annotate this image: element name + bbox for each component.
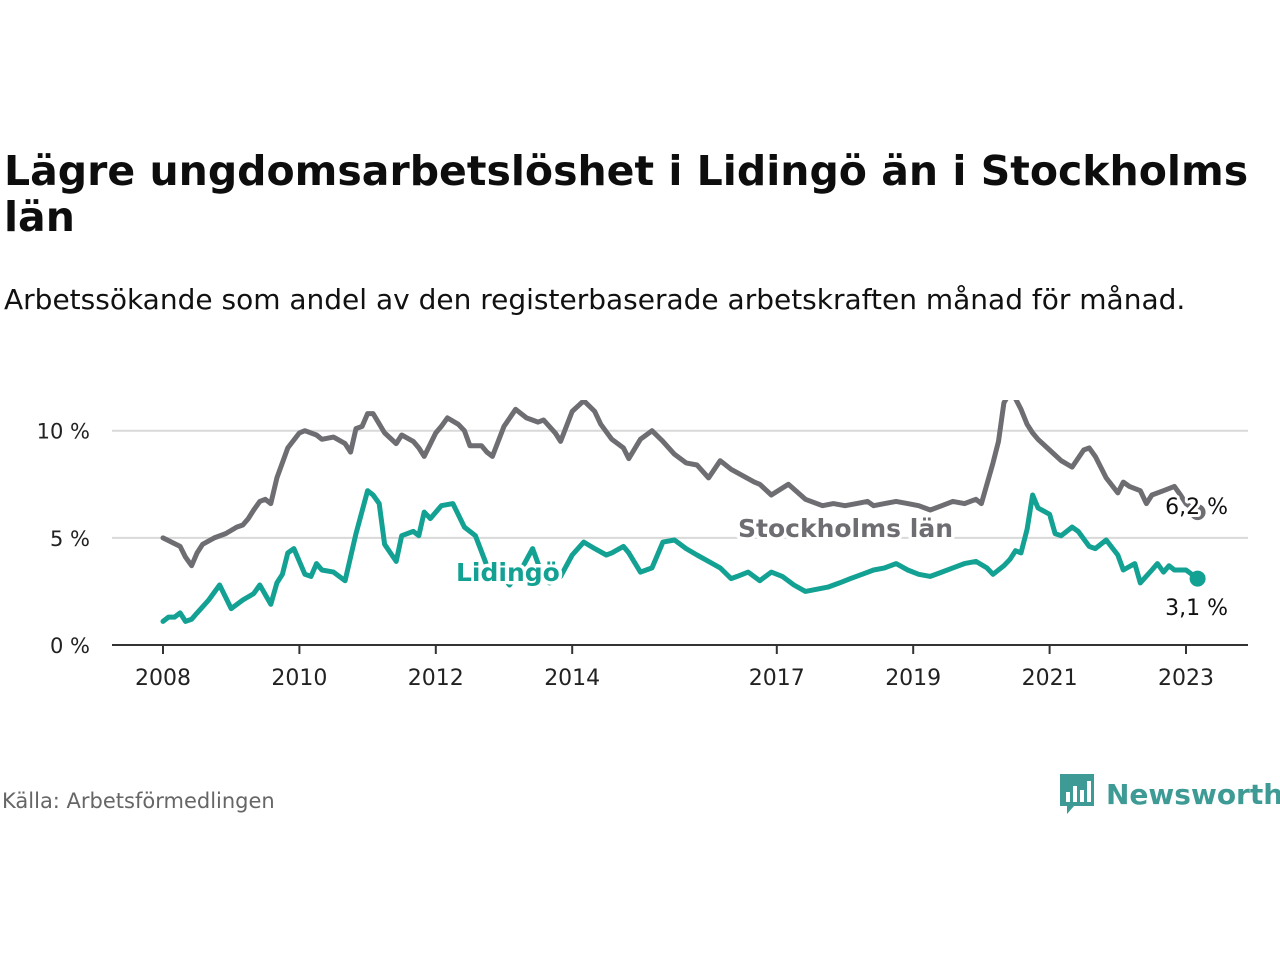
newsworthy-logo-icon (1060, 774, 1094, 814)
gridlines (112, 429, 1248, 539)
x-tick-label: 2023 (1158, 666, 1214, 691)
series-labels: Stockholms län Lidingö 6,2 % 3,1 % (453, 492, 1232, 624)
x-axis (112, 644, 1248, 654)
x-tick-label: 2012 (408, 666, 464, 691)
y-axis-labels: 0 % 5 % 10 % (37, 420, 90, 658)
series-endpoint-stockholm (1189, 504, 1206, 521)
x-tick-label: 2010 (271, 666, 327, 691)
x-tick-label: 2014 (544, 666, 600, 691)
brand-name: Newsworthy (1106, 777, 1280, 811)
series-line-lidingo (160, 488, 1201, 624)
source-note: Källa: Arbetsförmedlingen (2, 789, 275, 813)
series-lines (160, 400, 1206, 624)
x-tick-label: 2019 (885, 666, 941, 691)
x-tick-label: 2017 (749, 666, 805, 691)
series-label-stockholm: Stockholms län (738, 514, 953, 543)
series-label-lidingo: Lidingö (456, 558, 560, 587)
newsworthy-brand: Newsworthy (1058, 772, 1280, 816)
x-axis-labels: 2008 2010 2012 2014 2017 2019 2021 2023 (135, 666, 1214, 691)
series-endpoint-lidingo (1189, 570, 1206, 587)
end-label-lidingo: 3,1 % (1165, 596, 1228, 621)
chart-title: Lägre ungdomsarbetslöshet i Lidingö än i… (4, 147, 1249, 241)
x-tick-label: 2008 (135, 666, 191, 691)
y-tick-label: 0 % (50, 634, 90, 658)
chart-subtitle: Arbetssökande som andel av den registerb… (4, 283, 1186, 316)
x-tick-label: 2021 (1022, 666, 1078, 691)
series-line-stockholm (160, 400, 1201, 569)
line-chart: 0 %5 %10 % 2008 2010 2012 2014 2017 2019 2021 2… (37, 400, 1248, 691)
y-tick-label: 5 % (50, 527, 90, 551)
y-tick-label: 10 % (37, 420, 90, 444)
end-label-stockholm: 6,2 % (1165, 495, 1228, 520)
